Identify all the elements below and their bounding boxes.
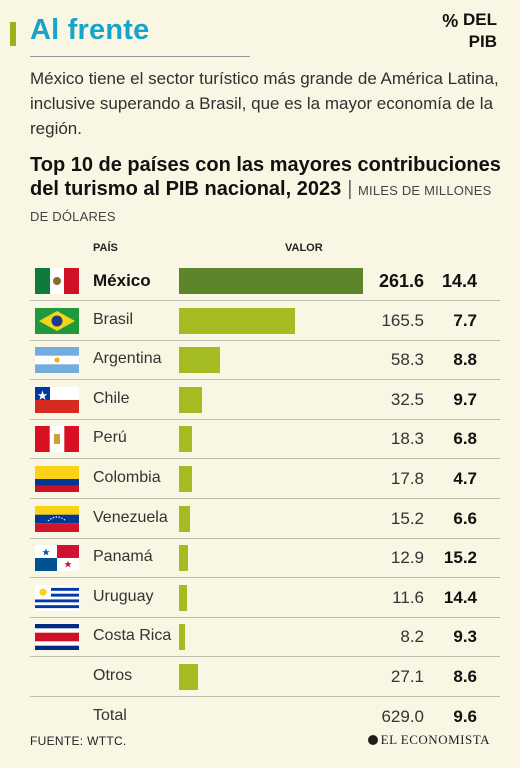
country-label: Venezuela	[93, 508, 168, 526]
pib-label: 9.3	[453, 627, 477, 647]
value-label: 8.2	[400, 627, 424, 647]
value-bar	[179, 268, 363, 294]
total-label: Total	[93, 706, 127, 724]
pib-label: 14.4	[441, 271, 477, 291]
percent-sign: %	[442, 11, 459, 31]
table-row: Colombia 17.8 4.7	[30, 459, 500, 499]
value-label: 18.3	[390, 429, 424, 449]
brazil-flag-icon	[35, 307, 79, 334]
header-divider	[30, 56, 250, 57]
pib-label: 14.4	[443, 587, 477, 607]
value-label: 261.6	[378, 271, 424, 291]
value-label: 17.8	[390, 469, 424, 488]
colombia-flag-icon	[35, 466, 79, 492]
lede-paragraph: México tiene el sector turístico más gra…	[30, 69, 499, 138]
argentina-flag-icon	[35, 347, 79, 374]
table-row: Costa Rica 8.2 9.3	[30, 617, 500, 658]
country-label: Brasil	[93, 310, 134, 328]
value-bar	[179, 664, 199, 690]
table-row: Chile 32.5 9.7	[30, 380, 500, 420]
brand-mark-icon	[367, 735, 378, 745]
pib-label: 4.7	[453, 469, 477, 488]
table-row: Panamá 12.9 15.2	[30, 538, 500, 579]
chart-title-text: Top 10 de países con las mayores contrib…	[30, 154, 501, 200]
country-label: Costa Rica	[93, 627, 172, 645]
value-label: 165.5	[381, 310, 424, 330]
table-row: Uruguay 11.6 14.4	[30, 578, 500, 618]
country-label: Argentina	[93, 350, 162, 368]
chile-flag-icon	[35, 386, 79, 413]
units-label: MILES DE MILLONES DE DÓLARES	[30, 183, 492, 224]
value-bar	[179, 624, 185, 651]
value-label: 15.2	[390, 508, 424, 528]
country-label: Perú	[93, 429, 127, 447]
pib-label: 8.6	[453, 667, 477, 686]
value-label: 32.5	[390, 389, 424, 409]
column-header-value: VALOR	[285, 242, 323, 254]
header-accent-bar	[10, 22, 16, 46]
panama-flag-icon	[35, 545, 79, 572]
table-row: Argentina 58.3 8.8	[30, 340, 500, 381]
column-header-country: PAÍS	[93, 242, 118, 254]
pib-label: 7.7	[453, 310, 477, 330]
value-bar	[179, 426, 192, 453]
total-value: 629.0	[381, 706, 424, 726]
value-bar	[179, 584, 188, 611]
country-label: Chile	[93, 389, 130, 407]
country-label: Panamá	[93, 548, 153, 566]
pib-label: 6.8	[453, 429, 477, 449]
value-label: 11.6	[392, 587, 424, 607]
table-row: Otros 27.1 8.6	[30, 657, 500, 697]
country-label: México	[93, 271, 151, 290]
value-bar	[179, 545, 189, 572]
venezuela-flag-icon	[35, 505, 79, 532]
value-label: 58.3	[390, 350, 424, 370]
pib-label: 15.2	[443, 548, 477, 568]
value-bar	[179, 307, 296, 334]
costa-rica-flag-icon	[35, 624, 79, 651]
total-row: Total 629.0 9.6	[30, 697, 500, 736]
table-row: Perú 18.3 6.8	[30, 419, 500, 460]
column-header-pib: % DEL PIB	[427, 10, 497, 52]
source-note: FUENTE: WTTC.	[30, 734, 127, 748]
pib-label: 9.7	[453, 389, 477, 409]
value-label: 27.1	[390, 667, 424, 686]
headline: Al frente	[30, 14, 150, 46]
country-label: Uruguay	[93, 587, 154, 605]
mexico-flag-icon	[35, 268, 79, 294]
country-label: Otros	[93, 667, 133, 684]
country-label: Colombia	[93, 469, 161, 486]
value-bar	[179, 505, 190, 532]
pib-label: 6.6	[453, 508, 477, 528]
table-row: Venezuela 15.2 6.6	[30, 499, 500, 539]
table-row: Brasil 165.5 7.7	[30, 301, 500, 341]
pib-label: 8.8	[453, 350, 477, 370]
total-pib: 9.6	[453, 706, 477, 726]
value-label: 12.9	[390, 548, 424, 568]
brand-logo: EL ECONOMISTA	[367, 732, 490, 748]
pib-label: DEL PIB	[463, 10, 497, 51]
chart-title: Top 10 de países con las mayores contrib…	[30, 153, 510, 229]
value-bar	[179, 386, 202, 413]
title-separator: |	[347, 178, 353, 200]
table-row: México 261.6 14.4	[30, 261, 500, 301]
value-bar	[179, 466, 192, 492]
brand-name: EL ECONOMISTA	[380, 732, 490, 747]
value-bar	[179, 347, 220, 374]
peru-flag-icon	[35, 426, 79, 453]
uruguay-flag-icon	[35, 584, 79, 611]
